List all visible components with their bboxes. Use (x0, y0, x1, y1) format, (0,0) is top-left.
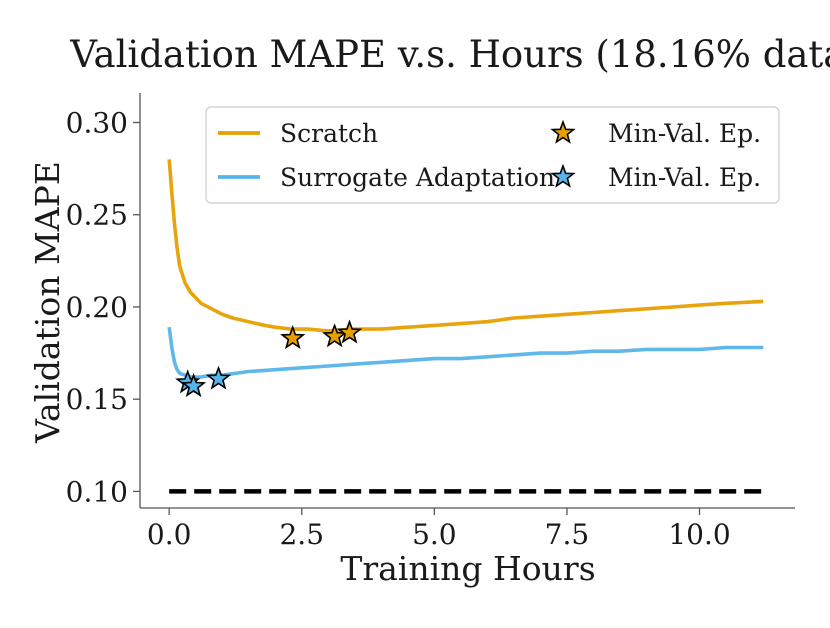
y-tick-label: 0.15 (66, 383, 128, 416)
series-line-0 (167, 159, 764, 333)
legend-label: Min-Val. Ep. (608, 119, 761, 148)
min-val-star-marker (180, 373, 207, 398)
y-tick-label: 0.10 (66, 475, 128, 508)
legend-label: Min-Val. Ep. (608, 163, 761, 192)
legend: Scratch Min-Val. Ep. Surrogate Adaptation M… (205, 106, 780, 204)
min-val-star-marker (336, 319, 363, 344)
x-tick-label: 10.0 (668, 518, 730, 551)
y-tick-label: 0.30 (66, 107, 128, 140)
min-val-star-marker (205, 365, 232, 390)
legend-label: Surrogate Adaptation (280, 163, 555, 192)
series-line-1 (167, 326, 764, 379)
y-tick-label: 0.25 (66, 199, 128, 232)
chart-title: Validation MAPE v.s. Hours (18.16% data) (69, 33, 830, 76)
x-tick-label: 2.5 (279, 518, 324, 551)
legend-box (205, 106, 780, 204)
y-axis-label: Validation MAPE (28, 161, 67, 444)
legend-label: Scratch (280, 119, 378, 148)
x-tick-label: 0.0 (147, 518, 192, 551)
x-axis-label: Training Hours (340, 549, 595, 588)
y-tick-label: 0.20 (66, 291, 128, 324)
min-val-star-marker (280, 324, 306, 350)
x-tick-label: 5.0 (412, 518, 457, 551)
x-axis-ticks: 0.0 2.5 5.0 7.5 10.0 (147, 508, 731, 551)
plot-area (167, 159, 764, 494)
y-axis-ticks: 0.10 0.15 0.20 0.25 0.30 (66, 107, 140, 508)
legend-star-swatch (550, 163, 576, 188)
legend-star-swatch (550, 119, 576, 144)
x-tick-label: 7.5 (545, 518, 590, 551)
